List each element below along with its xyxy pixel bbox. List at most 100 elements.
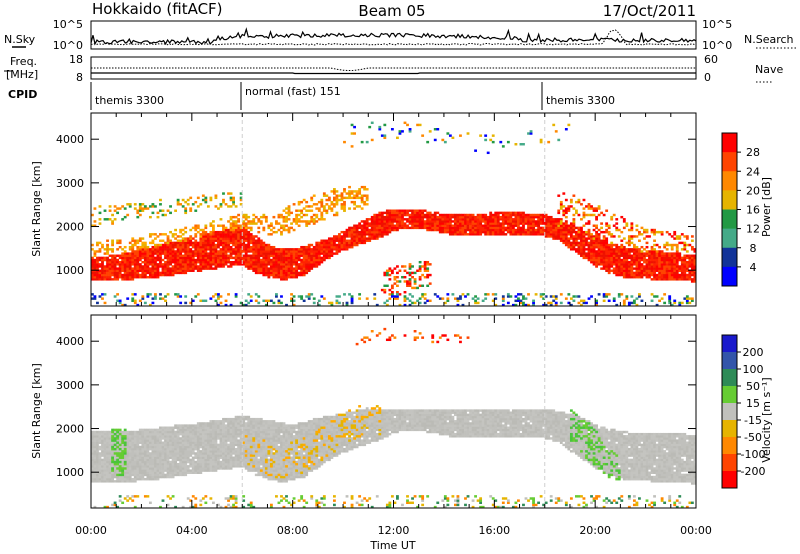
power-cell	[239, 226, 243, 230]
power-cell	[413, 218, 417, 221]
power-colorbar-tick-label: 12	[746, 223, 760, 236]
power-cell	[421, 218, 425, 221]
power-cell	[171, 267, 175, 270]
power-cell	[638, 233, 641, 236]
power-cell	[290, 297, 293, 300]
power-cell	[423, 209, 427, 212]
velocity-cell	[98, 471, 102, 474]
velocity-cell	[138, 452, 142, 455]
power-cell	[111, 250, 114, 253]
power-cell	[448, 213, 452, 217]
power-cell	[448, 228, 452, 232]
velocity-cell	[133, 458, 137, 462]
velocity-cell	[161, 441, 165, 444]
power-cell	[459, 222, 462, 225]
power-cell	[627, 275, 631, 279]
power-cell	[91, 267, 94, 270]
power-cell	[638, 269, 641, 272]
power-cell	[131, 258, 135, 262]
power-cell	[330, 239, 334, 242]
power-cell	[297, 256, 301, 260]
power-cell	[348, 245, 351, 249]
power-cell	[247, 235, 251, 238]
power-cell	[509, 295, 513, 298]
power-cell	[111, 222, 114, 225]
power-cell	[227, 241, 230, 245]
power-cell	[396, 275, 399, 279]
velocity-cell	[169, 471, 172, 474]
power-cell	[559, 239, 563, 242]
power-cell	[307, 209, 311, 212]
power-cell	[630, 237, 634, 240]
power-cell	[612, 252, 616, 255]
power-cell	[660, 263, 664, 266]
power-cell	[464, 230, 467, 234]
power-cell	[305, 250, 309, 253]
power-cell	[201, 254, 205, 257]
power-cell	[519, 301, 523, 305]
power-cell	[201, 245, 205, 249]
power-cell	[224, 243, 228, 247]
power-cell	[267, 254, 271, 257]
power-cell	[567, 224, 571, 227]
power-cell	[428, 218, 432, 221]
power-cell	[247, 265, 251, 268]
power-cell	[111, 258, 114, 262]
power-cell	[428, 282, 432, 285]
power-cell	[509, 222, 513, 225]
power-cell	[174, 228, 178, 232]
velocity-cell	[141, 432, 145, 436]
velocity-cell	[136, 452, 140, 455]
power-cell	[300, 254, 304, 257]
velocity-cell	[128, 445, 132, 449]
power-cell	[451, 213, 455, 217]
power-cell	[403, 303, 407, 307]
velocity-cell	[91, 454, 94, 457]
power-cell	[688, 269, 692, 272]
velocity-cell	[91, 460, 94, 464]
power-colorbar-swatch	[722, 247, 737, 268]
power-cell	[227, 228, 230, 232]
power-cell	[471, 228, 475, 232]
velocity-cell	[126, 480, 130, 483]
power-cell	[300, 252, 304, 255]
power-cell	[247, 220, 251, 223]
power-cell	[363, 188, 367, 191]
power-cell	[683, 245, 687, 249]
power-cell	[227, 220, 230, 223]
power-cell	[285, 252, 288, 255]
power-cell	[343, 196, 346, 200]
power-cell	[668, 233, 672, 236]
power-cell	[403, 226, 407, 230]
power-cell	[181, 254, 185, 257]
velocity-cell	[154, 477, 157, 481]
velocity-cell	[96, 447, 99, 451]
power-cell	[375, 213, 379, 217]
power-cell	[237, 258, 241, 262]
power-cell	[635, 248, 639, 251]
power-cell	[269, 228, 273, 232]
velocity-cell	[164, 441, 167, 444]
velocity-cell	[148, 475, 152, 479]
power-cell	[469, 233, 472, 236]
power-cell	[206, 258, 210, 262]
power-cell	[489, 215, 493, 219]
power-cell	[456, 218, 460, 221]
power-cell	[615, 265, 619, 268]
power-cell	[569, 230, 573, 234]
power-cell	[96, 269, 99, 272]
power-cell	[653, 248, 656, 251]
velocity-cell	[103, 452, 107, 455]
power-cell	[575, 250, 578, 253]
power-cell	[310, 198, 314, 202]
power-cell	[678, 258, 682, 262]
power-cell	[428, 130, 432, 133]
velocity-cell	[111, 450, 114, 453]
velocity-cell	[154, 428, 157, 432]
power-cell	[610, 254, 614, 257]
power-cell	[237, 224, 241, 227]
velocity-cell	[166, 475, 170, 479]
power-cell	[131, 267, 135, 270]
power-cell	[123, 245, 127, 249]
power-cell	[630, 248, 634, 251]
